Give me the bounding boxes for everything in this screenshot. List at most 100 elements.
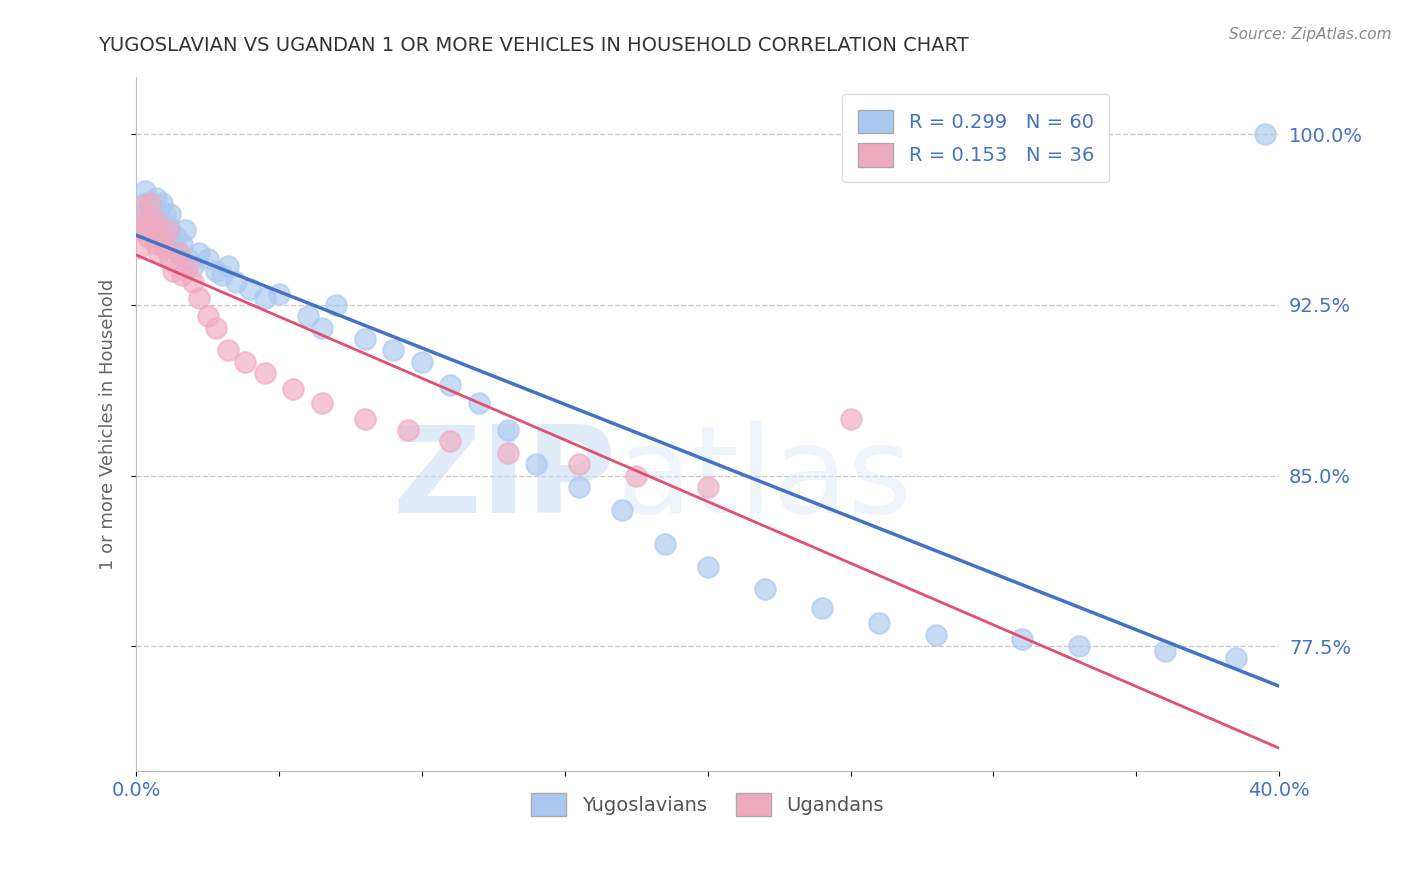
Point — [1153, 644, 1175, 658]
Point — [162, 264, 184, 278]
Point — [153, 229, 176, 244]
Point — [142, 223, 165, 237]
Point — [150, 195, 173, 210]
Point — [253, 291, 276, 305]
Text: ZIP: ZIP — [392, 421, 616, 539]
Point — [654, 537, 676, 551]
Point — [610, 502, 633, 516]
Point — [134, 219, 156, 233]
Point — [624, 468, 647, 483]
Point — [754, 582, 776, 597]
Point — [1069, 639, 1091, 653]
Point — [156, 223, 179, 237]
Point — [205, 320, 228, 334]
Point — [188, 291, 211, 305]
Point — [325, 298, 347, 312]
Point — [153, 241, 176, 255]
Text: Source: ZipAtlas.com: Source: ZipAtlas.com — [1229, 27, 1392, 42]
Point — [139, 214, 162, 228]
Point — [382, 343, 405, 358]
Point — [568, 457, 591, 471]
Point — [176, 252, 198, 267]
Point — [225, 275, 247, 289]
Point — [156, 236, 179, 251]
Point — [696, 480, 718, 494]
Point — [283, 382, 305, 396]
Point — [496, 423, 519, 437]
Point — [439, 434, 461, 449]
Point — [267, 286, 290, 301]
Point — [153, 207, 176, 221]
Point — [131, 200, 153, 214]
Point — [839, 411, 862, 425]
Point — [233, 355, 256, 369]
Point — [165, 229, 187, 244]
Point — [167, 245, 190, 260]
Point — [353, 411, 375, 425]
Point — [176, 260, 198, 274]
Point — [1011, 632, 1033, 647]
Point — [205, 264, 228, 278]
Point — [148, 207, 170, 221]
Point — [468, 396, 491, 410]
Point — [150, 229, 173, 244]
Point — [181, 260, 204, 274]
Point — [145, 219, 167, 233]
Point — [145, 191, 167, 205]
Point — [131, 207, 153, 221]
Point — [145, 236, 167, 251]
Point — [197, 310, 219, 324]
Point — [159, 207, 181, 221]
Point — [568, 480, 591, 494]
Point — [1254, 128, 1277, 142]
Point — [142, 200, 165, 214]
Point — [925, 628, 948, 642]
Point — [167, 245, 190, 260]
Point — [188, 245, 211, 260]
Text: atlas: atlas — [616, 421, 912, 539]
Point — [311, 396, 333, 410]
Point — [868, 616, 890, 631]
Point — [353, 332, 375, 346]
Legend: Yugoslavians, Ugandans: Yugoslavians, Ugandans — [523, 785, 891, 824]
Point — [173, 223, 195, 237]
Point — [411, 355, 433, 369]
Point — [396, 423, 419, 437]
Point — [439, 377, 461, 392]
Point — [150, 219, 173, 233]
Point — [159, 252, 181, 267]
Point — [156, 219, 179, 233]
Point — [139, 195, 162, 210]
Point — [162, 241, 184, 255]
Point — [136, 229, 159, 244]
Point — [128, 219, 150, 233]
Point — [170, 268, 193, 283]
Point — [170, 236, 193, 251]
Point — [524, 457, 547, 471]
Point — [811, 600, 834, 615]
Y-axis label: 1 or more Vehicles in Household: 1 or more Vehicles in Household — [100, 279, 117, 570]
Text: YUGOSLAVIAN VS UGANDAN 1 OR MORE VEHICLES IN HOUSEHOLD CORRELATION CHART: YUGOSLAVIAN VS UGANDAN 1 OR MORE VEHICLE… — [98, 36, 969, 54]
Point — [128, 241, 150, 255]
Point — [148, 229, 170, 244]
Point — [136, 219, 159, 233]
Point — [197, 252, 219, 267]
Point — [139, 195, 162, 210]
Point — [131, 223, 153, 237]
Point — [142, 223, 165, 237]
Point — [139, 207, 162, 221]
Point — [239, 282, 262, 296]
Point — [181, 275, 204, 289]
Point — [696, 559, 718, 574]
Point — [134, 184, 156, 198]
Point — [148, 245, 170, 260]
Point — [311, 320, 333, 334]
Point — [496, 446, 519, 460]
Point — [217, 343, 239, 358]
Point — [1225, 650, 1247, 665]
Point — [134, 195, 156, 210]
Point — [159, 223, 181, 237]
Point — [145, 214, 167, 228]
Point — [253, 366, 276, 380]
Point — [211, 268, 233, 283]
